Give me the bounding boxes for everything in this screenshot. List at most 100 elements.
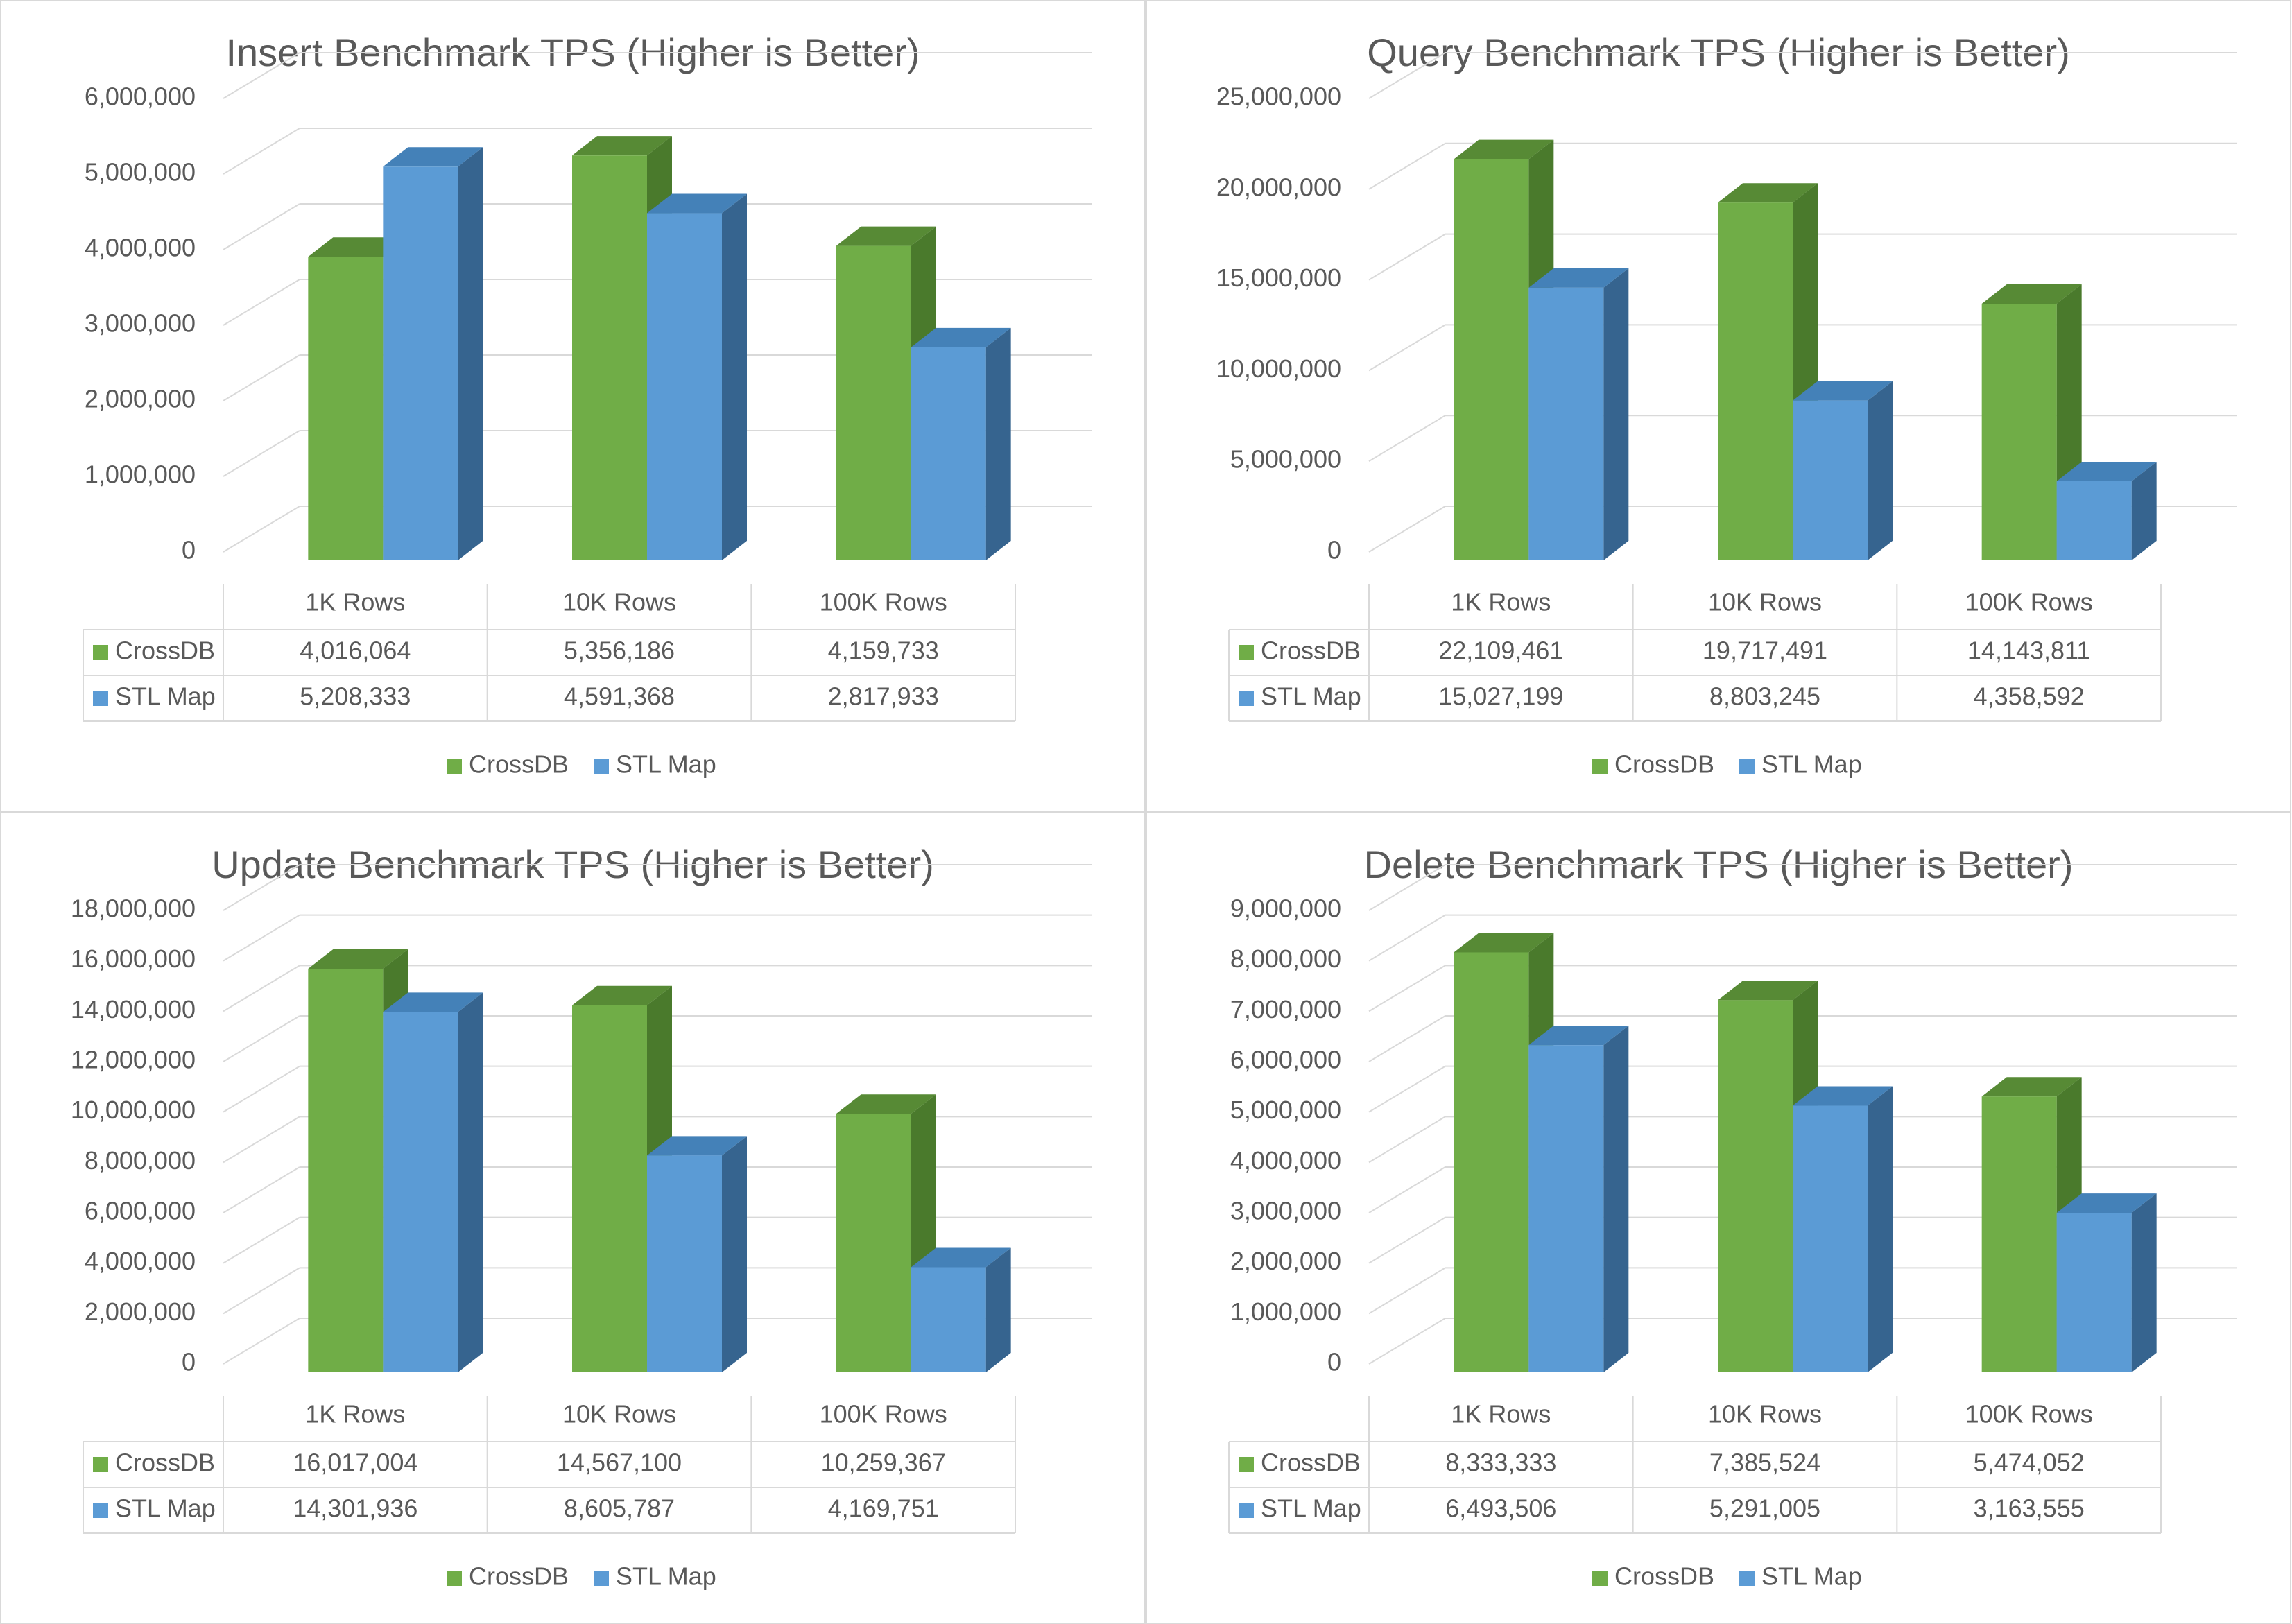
y-tick-label: 16,000,000 [71,944,196,973]
bar-stl-map-top [1528,1026,1629,1046]
crossdb-swatch [1239,1457,1254,1472]
gridline-diagonal [1368,1318,1446,1365]
bar-stl-map [2056,461,2157,560]
data-label: 4,016,064 [300,637,411,665]
gridline-diagonal [223,1216,300,1264]
gridline-diagonal [223,506,300,553]
bar-stl-map-top [2056,461,2157,481]
series-name: CrossDB [115,1449,215,1477]
bar-crossdb-front [1454,952,1529,1372]
bar-stl-map-front [1793,400,1868,560]
insert-chart-panel: Insert Benchmark TPS (Higher is Better) 0… [0,0,1146,812]
legend-stl-map-swatch [594,1571,609,1586]
series-name: CrossDB [1261,1449,1361,1477]
legend-label: CrossDB [1614,1562,1714,1591]
bar-stl-map-side [2131,461,2157,560]
y-tick-label: 6,000,000 [85,1197,196,1225]
bar-crossdb-front [308,257,384,560]
bar-stl-map-top [383,992,483,1012]
series-name: STL Map [115,682,216,711]
chart-svg: Insert Benchmark TPS (Higher is Better)0… [83,31,1092,779]
bar-crossdb-top [572,985,672,1005]
delete-chart-panel: Delete Benchmark TPS (Higher is Better) 0… [1146,812,2291,1624]
gridline-diagonal [223,1015,300,1062]
x-category-label: 1K Rows [305,588,405,616]
y-tick-label: 8,000,000 [1230,944,1341,973]
gridline-diagonal [223,914,300,962]
legend: CrossDB STL Map [447,1562,716,1591]
data-label: 5,474,052 [1974,1449,2085,1477]
bar-stl-map-side [1603,268,1629,560]
gridline-diagonal [223,52,300,99]
bars [308,949,1011,1372]
series-name: STL Map [1261,1494,1361,1523]
x-category-label: 100K Rows [820,1400,947,1428]
data-label: 3,163,555 [1974,1494,2085,1523]
legend-crossdb-swatch [447,1571,462,1586]
gridline-diagonal [223,354,300,401]
bar-stl-map [647,1136,747,1372]
data-table: 1K Rows 10K Rows 100K Rows CrossDB 4,016,064… [83,584,1016,722]
x-category-label: 100K Rows [1965,1400,2093,1428]
y-tick-label: 7,000,000 [1230,995,1341,1023]
bar-stl-map-front [1528,1045,1604,1372]
bar-crossdb-front [1718,202,1793,560]
bar-crossdb-top [1981,284,2082,304]
y-tick-label: 18,000,000 [71,895,196,923]
data-label: 19,717,491 [1703,637,1827,665]
bar-crossdb [1981,1077,2082,1372]
bar-stl-map-side [722,193,747,560]
x-category-label: 10K Rows [562,588,676,616]
y-tick-label: 0 [1327,536,1341,564]
chart-svg: Query Benchmark TPS (Higher is Better)05… [1216,31,2237,779]
y-tick-label: 12,000,000 [71,1046,196,1074]
gridline-diagonal [1368,1065,1446,1113]
data-label: 8,333,333 [1445,1449,1556,1477]
gridline-diagonal [223,1116,300,1164]
gridline-diagonal [223,203,300,250]
y-tick-label: 4,000,000 [85,234,196,262]
bar-stl-map [383,147,483,561]
y-tick-label: 4,000,000 [1230,1146,1341,1175]
gridline-diagonal [223,864,300,911]
data-label: 14,567,100 [557,1449,682,1477]
gridline-diagonal [1368,1116,1446,1164]
stl-map-swatch [93,691,108,706]
y-tick-label: 8,000,000 [85,1146,196,1175]
crossdb-swatch [93,1457,108,1472]
bar-stl-map [383,992,483,1372]
y-tick-label: 0 [1327,1348,1341,1376]
gridline-diagonal [1368,324,1446,372]
chart-svg: Update Benchmark TPS (Higher is Better)0… [71,843,1092,1591]
bar-stl-map [1793,381,1893,560]
bar-stl-map [2056,1193,2157,1372]
y-tick-label: 2,000,000 [85,1297,196,1326]
bar-stl-map-side [985,1247,1011,1372]
data-label: 8,605,787 [564,1494,675,1523]
bar-stl-map-front [2056,481,2132,560]
bar-crossdb [572,985,672,1372]
x-category-label: 100K Rows [820,588,947,616]
x-category-label: 10K Rows [562,1400,676,1428]
bar-crossdb-front [836,1114,911,1372]
legend-label: STL Map [616,750,716,779]
gridline-diagonal [1368,142,1446,190]
bar-crossdb-top [1718,183,1818,203]
legend-crossdb-swatch [1592,1571,1608,1586]
legend-stl-map-swatch [1739,1571,1755,1586]
bar-crossdb-front [1454,159,1529,560]
bar-stl-map-side [2131,1193,2157,1372]
legend-label: CrossDB [1614,750,1714,779]
y-tick-label: 0 [182,536,196,564]
gridline-diagonal [223,128,300,175]
y-tick-label: 1,000,000 [85,460,196,489]
legend-label: STL Map [1761,1562,1862,1591]
bar-stl-map-front [647,1155,722,1372]
data-label: 15,027,199 [1438,682,1563,711]
bar-stl-map-top [647,193,747,214]
bar-stl-map [911,327,1011,560]
chart-svg: Delete Benchmark TPS (Higher is Better)0… [1228,843,2237,1591]
update-chart-panel: Update Benchmark TPS (Higher is Better) 0… [0,812,1146,1624]
gridline-diagonal [1368,864,1446,911]
